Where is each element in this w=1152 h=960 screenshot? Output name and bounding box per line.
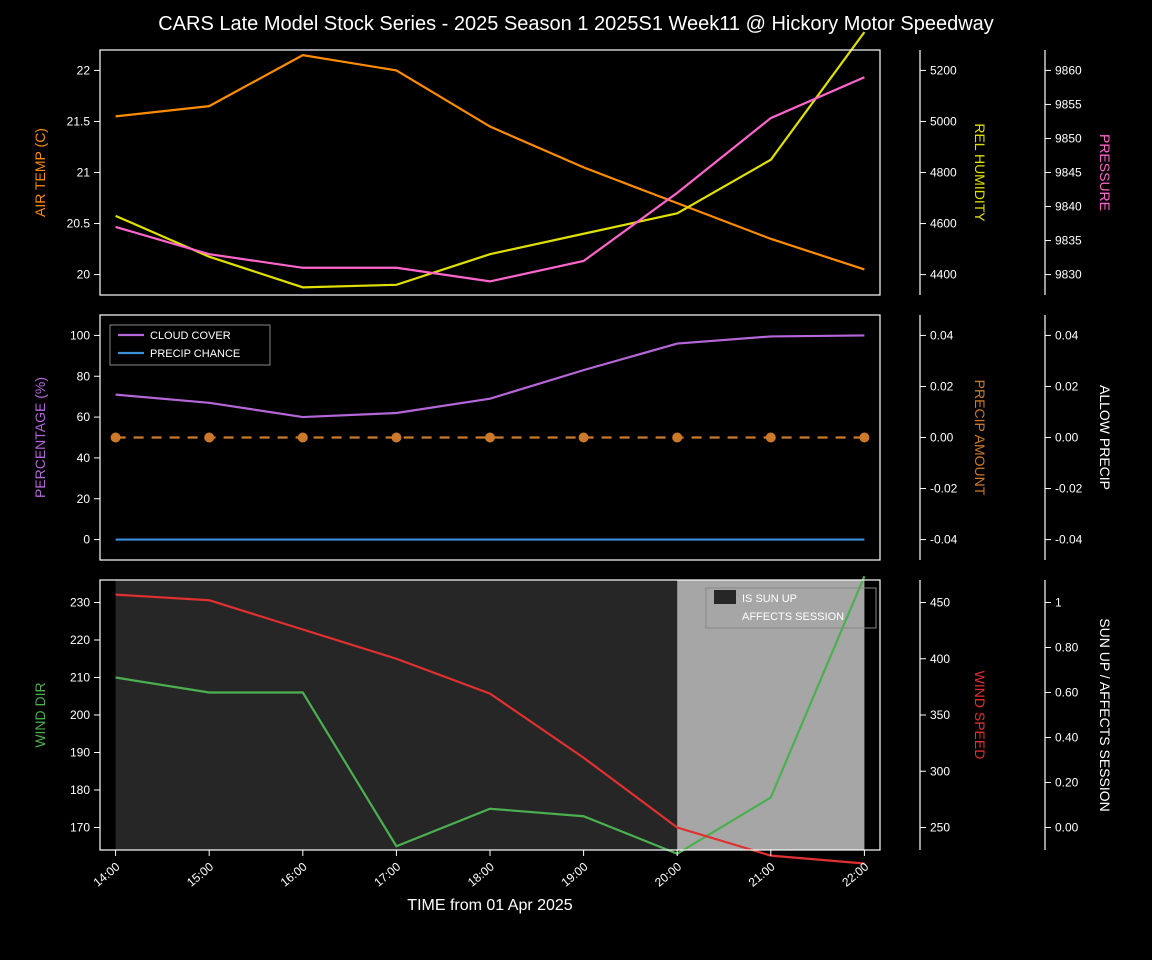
tick-label: 40 [77, 451, 91, 465]
tick-label: 9840 [1055, 200, 1082, 214]
legend-label: CLOUD COVER [150, 330, 231, 342]
tick-label: 20 [77, 268, 91, 282]
tick-label: 9850 [1055, 131, 1082, 145]
tick-label: 170 [70, 821, 90, 835]
chart-title: CARS Late Model Stock Series - 2025 Seas… [158, 13, 994, 35]
tick-label: 0.00 [1055, 431, 1079, 445]
axis-label: ALLOW PRECIP [1097, 385, 1113, 490]
series-marker [859, 433, 869, 443]
tick-label: 9835 [1055, 234, 1082, 248]
tick-label: 450 [930, 596, 950, 610]
tick-label: 180 [70, 783, 90, 797]
tick-label: -0.02 [930, 482, 958, 496]
series-marker [579, 433, 589, 443]
tick-label: 20.5 [67, 217, 91, 231]
tick-label: 4800 [930, 166, 957, 180]
tick-label: 60 [77, 410, 91, 424]
series-marker [766, 433, 776, 443]
tick-label: 22 [77, 63, 91, 77]
tick-label: 9860 [1055, 63, 1082, 77]
legend-label: IS SUN UP [742, 593, 797, 605]
series-marker [672, 433, 682, 443]
legend-label: AFFECTS SESSION [742, 611, 844, 623]
tick-label: 5200 [930, 63, 957, 77]
tick-label: 4400 [930, 268, 957, 282]
tick-label: 0.04 [1055, 328, 1079, 342]
legend-label: PRECIP CHANCE [150, 348, 240, 360]
series-marker [485, 433, 495, 443]
tick-label: 0 [83, 533, 90, 547]
tick-label: 0.00 [1055, 821, 1079, 835]
tick-label: 250 [930, 821, 950, 835]
tick-label: 220 [70, 633, 90, 647]
tick-label: 0.20 [1055, 776, 1079, 790]
tick-label: 9830 [1055, 268, 1082, 282]
tick-label: 4600 [930, 217, 957, 231]
tick-label: 80 [77, 369, 91, 383]
tick-label: 210 [70, 671, 90, 685]
series-marker [111, 433, 121, 443]
tick-label: 0.02 [930, 379, 954, 393]
tick-label: 0.40 [1055, 731, 1079, 745]
series-marker [204, 433, 214, 443]
x-axis-label: TIME from 01 Apr 2025 [407, 897, 573, 914]
axis-label: WIND DIR [32, 682, 48, 747]
tick-label: 1 [1055, 596, 1062, 610]
tick-label: -0.04 [930, 533, 958, 547]
axis-label: PRECIP AMOUNT [972, 380, 988, 496]
axis-label: REL HUMIDITY [972, 123, 988, 222]
tick-label: 20 [77, 492, 91, 506]
axis-label: PRESSURE [1097, 134, 1113, 211]
tick-label: 0.00 [930, 431, 954, 445]
tick-label: 21 [77, 166, 91, 180]
series-marker [298, 433, 308, 443]
series-marker [391, 433, 401, 443]
axis-label: PERCENTAGE (%) [32, 377, 48, 498]
tick-label: 100 [70, 328, 90, 342]
tick-label: 9845 [1055, 166, 1082, 180]
tick-label: -0.02 [1055, 482, 1083, 496]
tick-label: -0.04 [1055, 533, 1083, 547]
tick-label: 9855 [1055, 97, 1082, 111]
tick-label: 0.80 [1055, 641, 1079, 655]
tick-label: 0.04 [930, 328, 954, 342]
tick-label: 21.5 [67, 114, 91, 128]
axis-label: AIR TEMP (C) [32, 128, 48, 217]
tick-label: 300 [930, 764, 950, 778]
axis-label: WIND SPEED [972, 671, 988, 760]
tick-label: 190 [70, 746, 90, 760]
tick-label: 230 [70, 596, 90, 610]
tick-label: 0.02 [1055, 379, 1079, 393]
tick-label: 200 [70, 708, 90, 722]
tick-label: 400 [930, 652, 950, 666]
tick-label: 5000 [930, 114, 957, 128]
axis-label: SUN UP / AFFECTS SESSION [1097, 618, 1113, 811]
tick-label: 350 [930, 708, 950, 722]
tick-label: 0.60 [1055, 686, 1079, 700]
